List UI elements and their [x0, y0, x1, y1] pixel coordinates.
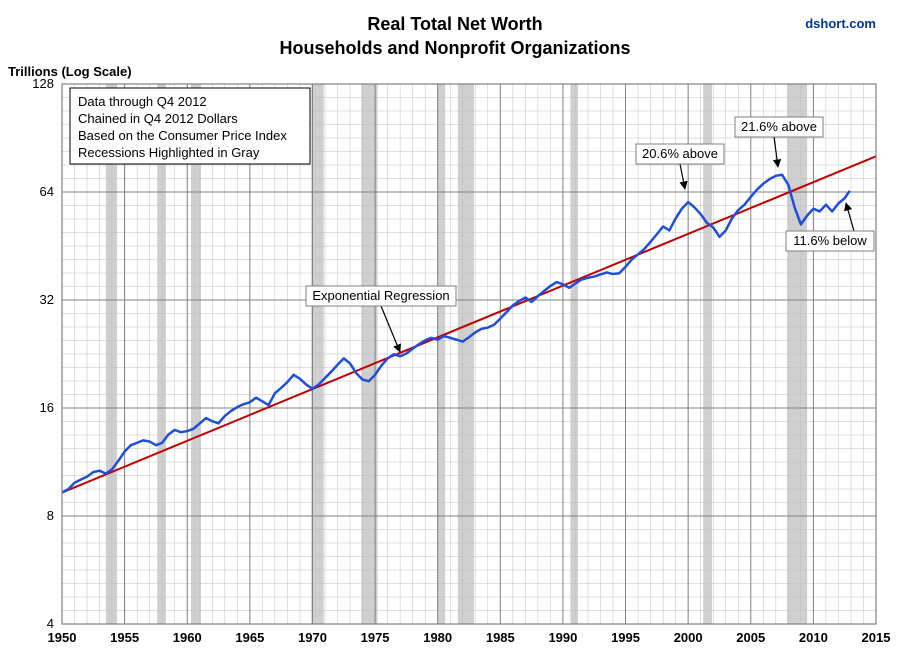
annotation-arrow — [846, 203, 854, 231]
info-box-line: Data through Q4 2012 — [78, 94, 207, 109]
x-tick-label: 2000 — [674, 630, 703, 645]
annotation-label: Exponential Regression — [312, 288, 449, 303]
x-tick-label: 2005 — [736, 630, 765, 645]
y-tick-label: 32 — [40, 292, 54, 307]
x-tick-label: 2010 — [799, 630, 828, 645]
credit-text: dshort.com — [805, 16, 876, 31]
annotation-label: 11.6% below — [793, 233, 867, 248]
x-tick-label: 1960 — [173, 630, 202, 645]
x-tick-label: 1955 — [110, 630, 139, 645]
x-tick-label: 1995 — [611, 630, 640, 645]
x-tick-label: 2015 — [862, 630, 891, 645]
info-box-line: Chained in Q4 2012 Dollars — [78, 111, 238, 126]
info-box-line: Recessions Highlighted in Gray — [78, 145, 260, 160]
y-axis-label: Trillions (Log Scale) — [8, 64, 132, 79]
y-tick-label: 16 — [40, 400, 54, 415]
annotation-label: 20.6% above — [642, 146, 718, 161]
chart-title-line1: Real Total Net Worth — [367, 14, 542, 34]
x-tick-label: 1965 — [235, 630, 264, 645]
y-tick-label: 4 — [47, 616, 54, 631]
x-tick-label: 1990 — [548, 630, 577, 645]
y-tick-label: 64 — [40, 184, 54, 199]
annotation-arrow — [680, 164, 685, 189]
networth-line — [62, 175, 850, 493]
chart-title-line2: Households and Nonprofit Organizations — [280, 38, 631, 58]
x-tick-label: 1975 — [361, 630, 390, 645]
x-tick-label: 1980 — [423, 630, 452, 645]
annotation-arrow — [381, 306, 400, 352]
annotation-label: 21.6% above — [741, 119, 817, 134]
info-box-line: Based on the Consumer Price Index — [78, 128, 287, 143]
y-tick-label: 8 — [47, 508, 54, 523]
chart-container: Real Total Net Worth Households and Nonpr… — [0, 0, 911, 662]
x-tick-label: 1950 — [48, 630, 77, 645]
x-tick-label: 1985 — [486, 630, 515, 645]
chart-svg: Real Total Net Worth Households and Nonpr… — [0, 0, 911, 662]
x-tick-label: 1970 — [298, 630, 327, 645]
y-tick-label: 128 — [32, 76, 54, 91]
